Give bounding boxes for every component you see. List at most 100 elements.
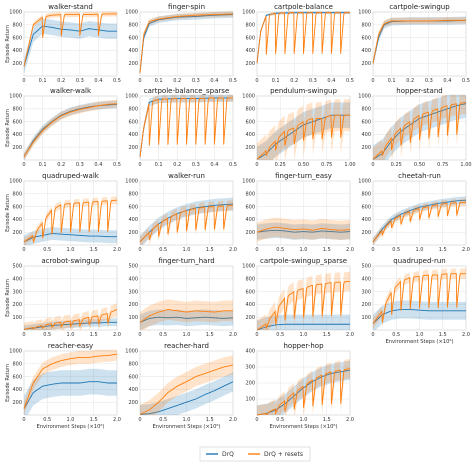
y-tick-label: 600 — [361, 119, 371, 125]
x-tick-label: 0.1 — [272, 78, 280, 84]
x-tick-label: 0 — [255, 417, 258, 423]
y-tick-label: 600 — [128, 204, 138, 210]
band-drq-resets — [140, 355, 233, 415]
y-tick-label: 400 — [12, 277, 22, 283]
x-tick-label: 1.5 — [90, 247, 98, 253]
legend-label-drq: DrQ — [222, 451, 234, 458]
band-drq-resets — [257, 11, 350, 65]
y-tick-label: 200 — [12, 145, 22, 151]
y-tick-label: 200 — [361, 302, 371, 308]
y-tick-label: 800 — [128, 107, 138, 113]
line-drq-resets — [139, 364, 234, 415]
y-tick-label: 800 — [245, 277, 255, 283]
y-tick-label: 300 — [128, 289, 138, 295]
x-tick-label: 0.25 — [391, 162, 402, 168]
subplot-title: hopper-hop — [283, 342, 324, 350]
y-tick-label: 200 — [245, 145, 255, 151]
y-tick-label: 400 — [245, 349, 255, 355]
y-tick-label: 1000 — [125, 349, 138, 355]
x-tick-label: 0.1 — [155, 78, 163, 84]
y-tick-label: 800 — [12, 362, 22, 368]
y-axis-label: Episode Return — [5, 364, 11, 402]
y-tick-label: 600 — [128, 374, 138, 380]
line-drq-resets — [256, 226, 351, 233]
x-tick-label: 1.5 — [206, 417, 214, 423]
band-drq — [24, 227, 117, 245]
y-tick-label: 200 — [245, 381, 255, 387]
x-tick-label: 1.5 — [206, 332, 214, 338]
y-tick-label: 200 — [245, 61, 255, 67]
y-tick-label: 600 — [12, 204, 22, 210]
x-tick-label: 0 — [138, 162, 141, 168]
band-drq — [140, 372, 233, 415]
y-tick-label: 800 — [361, 23, 371, 29]
line-drq-resets — [256, 280, 351, 331]
subplot-title: cartpole-swingup — [389, 3, 450, 11]
subplot-title: finger-turn_easy — [275, 172, 332, 180]
x-tick-label: 2.0 — [462, 332, 470, 338]
x-tick-label: 0.5 — [43, 332, 51, 338]
y-tick-label: 400 — [128, 277, 138, 283]
y-tick-label: 200 — [361, 230, 371, 236]
x-tick-label: 0.5 — [392, 332, 400, 338]
subplot-title: cartpole-swingup_sparse — [260, 257, 347, 265]
x-tick-label: 1.0 — [183, 417, 191, 423]
line-drq-resets — [23, 309, 118, 330]
subplot-reacher-easy: reacher-easy 0 0.5 1.0 1.5 2.0 200 400 600 800 100… — [5, 342, 121, 430]
x-tick-label: 0.2 — [57, 78, 65, 84]
x-tick-label: 1.0 — [67, 332, 75, 338]
x-tick-label: 0.5 — [392, 247, 400, 253]
subplot-cartpole-swingup_sparse: cartpole-swingup_sparse 0 0.5 1.0 1.5 2.0 200 4… — [242, 257, 354, 338]
subplot-finger-spin: finger-spin 0 0.1 0.2 0.3 0.4 0.5 200 400 600 800 1… — [125, 3, 237, 84]
line-drq-resets — [372, 101, 467, 160]
x-tick-label: 0.4 — [443, 78, 451, 84]
x-tick-label: 2.0 — [229, 247, 237, 253]
y-tick-label: 200 — [245, 230, 255, 236]
plot-area — [23, 11, 118, 77]
y-tick-label: 400 — [245, 302, 255, 308]
subplot-finger-turn_hard: finger-turn_hard 0 0.5 1.0 1.5 2.0 100 200 300 40… — [128, 257, 237, 338]
x-tick-label: 0.3 — [76, 78, 84, 84]
y-tick-label: 800 — [245, 192, 255, 198]
x-tick-label: 2.0 — [113, 247, 121, 253]
x-tick-label: 2.0 — [229, 417, 237, 423]
subplot-walker-stand: walker-stand 0 0.1 0.2 0.3 0.4 0.5 200 400 600 800… — [5, 3, 121, 84]
y-tick-label: 400 — [361, 277, 371, 283]
y-tick-label: 800 — [361, 107, 371, 113]
y-tick-label: 200 — [245, 315, 255, 321]
y-tick-label: 400 — [12, 48, 22, 54]
y-tick-label: 1000 — [125, 94, 138, 100]
x-tick-label: 1.5 — [323, 332, 331, 338]
y-tick-label: 300 — [12, 289, 22, 295]
y-tick-label: 600 — [128, 119, 138, 125]
x-tick-label: 0.3 — [192, 78, 200, 84]
x-tick-label: 0.1 — [39, 162, 47, 168]
x-tick-label: 0.1 — [155, 162, 163, 168]
y-tick-label: 100 — [245, 397, 255, 403]
y-tick-label: 100 — [361, 315, 371, 321]
x-tick-label: 0.5 — [229, 162, 237, 168]
y-tick-label: 200 — [12, 230, 22, 236]
x-tick-label: 0.1 — [39, 78, 47, 84]
x-tick-label: 0 — [255, 162, 258, 168]
subplot-title: reacher-easy — [48, 342, 93, 350]
y-tick-label: 800 — [128, 362, 138, 368]
x-tick-label: 0 — [371, 162, 374, 168]
band-drq-resets — [257, 217, 350, 242]
x-tick-label: 1.0 — [416, 247, 424, 253]
y-tick-label: 500 — [361, 264, 371, 270]
x-tick-label: 1.5 — [90, 417, 98, 423]
band-drq-resets — [257, 271, 350, 330]
y-tick-label: 300 — [245, 365, 255, 371]
subplot-hopper-stand: hopper-stand 0 0.25 0.50 0.75 1.00 200 400 600 80… — [358, 87, 471, 168]
y-tick-label: 200 — [361, 61, 371, 67]
y-tick-label: 1000 — [358, 179, 371, 185]
line-drq — [372, 199, 467, 243]
subplot-acrobot-swingup: acrobot-swingup 0 0.5 1.0 1.5 2.0 100 200 300 400… — [5, 257, 121, 338]
y-tick-label: 400 — [245, 132, 255, 138]
line-drq — [139, 381, 234, 415]
subplot-title: reacher-hard — [164, 342, 209, 350]
x-axis-label: Environment Steps (×10⁶) — [36, 424, 104, 430]
y-tick-label: 400 — [361, 132, 371, 138]
x-tick-label: 1.5 — [439, 332, 447, 338]
